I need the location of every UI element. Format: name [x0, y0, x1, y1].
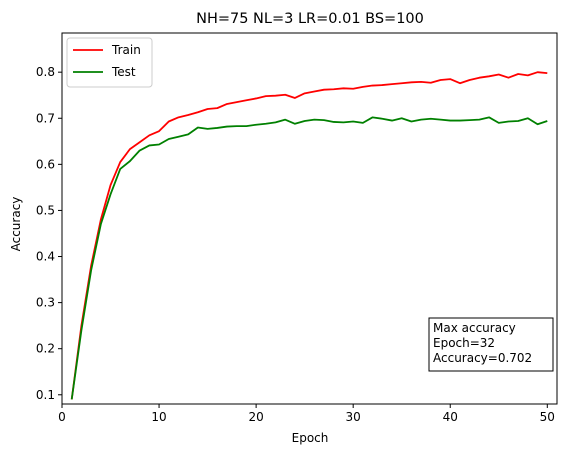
- plot-frame: [61, 32, 558, 405]
- legend: Train Test: [66, 37, 153, 88]
- annotation-line-2: Epoch=32: [433, 336, 495, 350]
- y-axis: 0.1 0.2 0.3 0.4 0.5 0.6 0.7 0.8: [36, 65, 62, 402]
- y-tick-label: 0.6: [36, 157, 55, 171]
- y-tick-label: 0.1: [36, 388, 55, 402]
- x-tick-label: 50: [540, 410, 555, 424]
- x-tick-label: 30: [346, 410, 361, 424]
- x-tick-label: 0: [58, 410, 66, 424]
- annotation-box: [428, 317, 554, 372]
- chart-title: NH=75 NL=3 LR=0.01 BS=100: [196, 11, 424, 27]
- x-tick-label: 10: [151, 410, 166, 424]
- y-tick-label: 0.2: [36, 342, 55, 356]
- x-axis: 0 10 20 30 40 50: [58, 404, 555, 424]
- y-tick-label: 0.3: [36, 296, 55, 310]
- annotation-line-1: Max accuracy: [433, 321, 516, 335]
- y-tick-label: 0.4: [36, 250, 55, 264]
- series-line-train: [70, 71, 548, 400]
- max-accuracy-annotation: Max accuracy Epoch=32 Accuracy=0.702: [428, 317, 554, 372]
- legend-label-train: Train: [111, 43, 141, 57]
- y-tick-label: 0.7: [36, 111, 55, 125]
- y-tick-label: 0.8: [36, 65, 55, 79]
- x-axis-label: Epoch: [292, 431, 329, 445]
- annotation-line-3: Accuracy=0.702: [433, 351, 532, 365]
- series-lines: [70, 71, 548, 400]
- plot-area: [61, 32, 558, 405]
- x-tick-label: 20: [248, 410, 263, 424]
- y-tick-label: 0.5: [36, 203, 55, 217]
- x-tick-label: 40: [443, 410, 458, 424]
- legend-label-test: Test: [111, 65, 136, 79]
- y-axis-label: Accuracy: [9, 197, 23, 252]
- series-line-test: [70, 116, 548, 400]
